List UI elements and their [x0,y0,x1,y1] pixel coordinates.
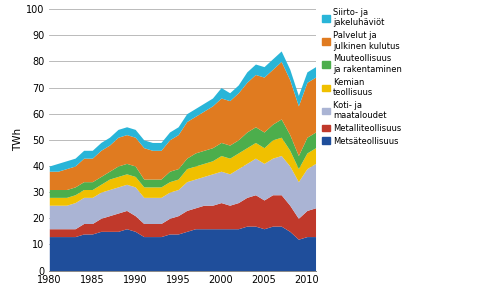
Legend: Siirto- ja
jakeluhäviöt, Palvelut ja
julkinen kulutus, Muuteollisuus
ja rakentam: Siirto- ja jakeluhäviöt, Palvelut ja jul… [322,8,402,146]
Y-axis label: TWh: TWh [13,128,23,151]
